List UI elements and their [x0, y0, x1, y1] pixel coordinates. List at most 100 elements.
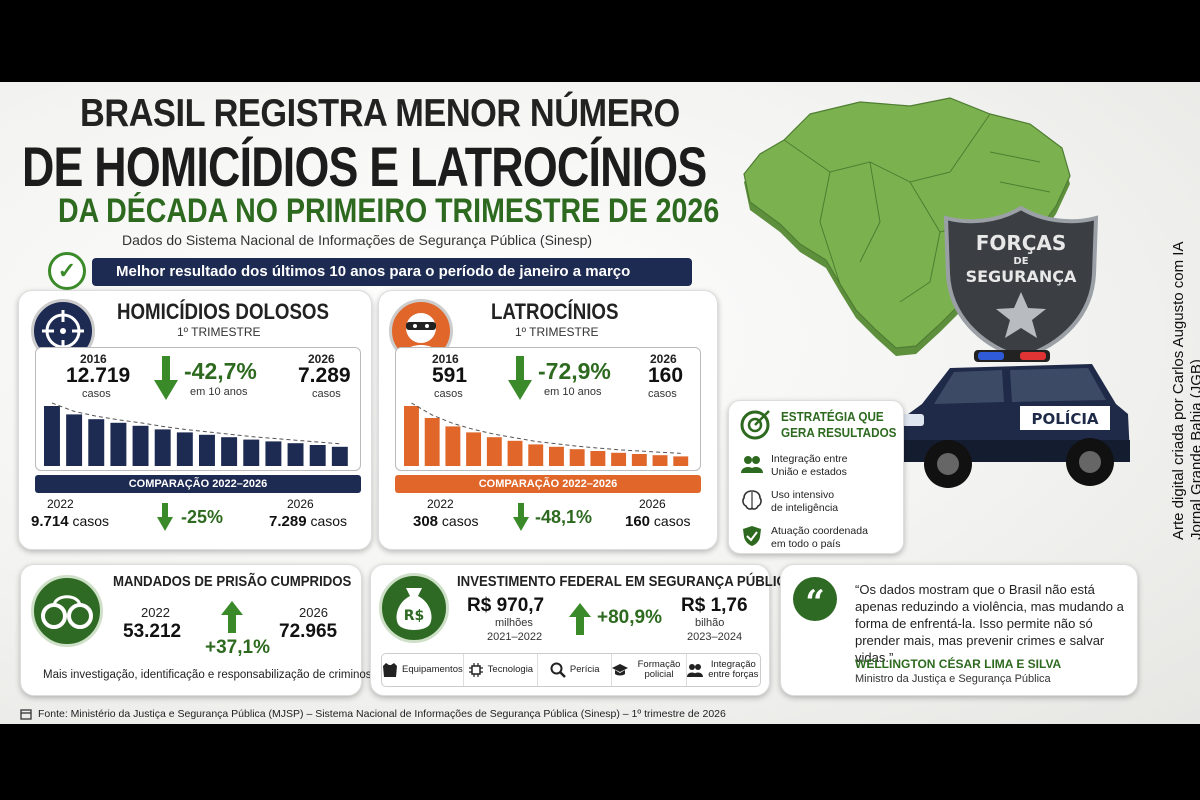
- source-note: Fonte: Ministério da Justiça e Segurança…: [38, 708, 726, 720]
- trend-bar: [466, 432, 482, 466]
- credit-line1: Arte digital criada por Carlos Augusto c…: [1170, 241, 1187, 540]
- latrocinios-period: 1º TRIMESTRE: [515, 325, 599, 339]
- homicidios-value-start: 12.719: [66, 364, 131, 387]
- police-badge-illustration: FORÇAS DE SEGURANÇA: [943, 205, 1099, 361]
- trend-line: [411, 402, 681, 454]
- investimento-unit-b: bilhão: [695, 617, 725, 629]
- trend-bar: [331, 446, 348, 466]
- title-line1: BRASIL REGISTRA MENOR NÚMERO: [80, 92, 680, 135]
- calendar-icon: [20, 709, 32, 720]
- homicidios-cmp-change: -25%: [181, 507, 224, 527]
- arrow-down-icon: [157, 503, 173, 531]
- mandados-change: +37,1%: [205, 637, 270, 658]
- trend-bar: [44, 406, 60, 466]
- trend-bar: [110, 422, 127, 466]
- homicidios-period: 1º TRIMESTRE: [177, 325, 261, 339]
- trend-bar: [549, 446, 564, 466]
- homicidios-cmp-unit-b: casos: [310, 513, 348, 529]
- investimento-item: Equipamentos: [382, 654, 464, 686]
- trend-bar: [652, 455, 668, 466]
- title-line3: DA DÉCADA NO PRIMEIRO TRIMESTRE DE 2026: [58, 192, 720, 230]
- investimento-item: Integração entre forças: [686, 654, 760, 686]
- quote-text: “Os dados mostram que o Brasil não está …: [855, 582, 1124, 665]
- latrocinios-chart-panel: 2016 591 casos -72,9% em 10 anos 2026 16…: [395, 347, 701, 471]
- trend-bar: [265, 441, 282, 466]
- investimento-item-label: Tecnologia: [487, 664, 534, 675]
- estrategia-title-line1: ESTRATÉGIA QUE: [781, 409, 884, 424]
- homicidios-unit-end: casos: [312, 388, 341, 400]
- trend-bar: [569, 449, 585, 466]
- infographic: FORÇAS DE SEGURANÇA POLÍCIA BRASIL REGIS…: [0, 82, 1200, 724]
- trend-bar: [486, 437, 502, 466]
- homicidios-change-note: em 10 anos: [190, 386, 248, 398]
- latrocinios-cmp-b: 160 casos: [625, 513, 691, 530]
- investimento-item-label: Equipamentos: [402, 664, 463, 675]
- latrocinios-cmp-value-a: 308: [413, 513, 439, 530]
- people-icon: [741, 456, 763, 473]
- target-arrow-icon: [740, 410, 770, 440]
- latrocinios-change: -72,9%: [538, 358, 611, 384]
- mandados-year-a: 2022: [141, 605, 170, 620]
- homicidios-value-end: 7.289: [298, 364, 351, 387]
- latrocinios-value-start: 591: [432, 364, 468, 387]
- quote-card: “ “Os dados mostram que o Brasil não est…: [780, 564, 1138, 696]
- highlight-ribbon: Melhor resultado dos últimos 10 anos par…: [92, 258, 692, 286]
- homicidios-year-end: 2026: [308, 352, 335, 366]
- trend-bar: [66, 414, 83, 466]
- mandados-note: Mais investigação, identificação e respo…: [43, 669, 387, 681]
- homicidios-cmp-a: 9.714 casos: [31, 513, 109, 530]
- mandados-year-b: 2026: [299, 605, 328, 620]
- estrategia-item-line2: de inteligência: [771, 502, 839, 514]
- arrow-down-icon: [154, 356, 178, 400]
- arrow-up-icon: [569, 603, 591, 635]
- investimento-value-b: R$ 1,76: [681, 595, 748, 616]
- trend-bar: [404, 406, 419, 466]
- quote-role: Ministro da Justiça e Segurança Pública: [855, 673, 1051, 685]
- quote-author: WELLINGTON CÉSAR LIMA E SILVA: [855, 657, 1062, 671]
- estrategia-item-line2: União e estados: [771, 466, 847, 478]
- investimento-unit-a: milhões: [495, 617, 533, 629]
- homicidios-cmp-value-a: 9.714: [31, 513, 69, 530]
- arrow-up-icon: [221, 601, 243, 633]
- trend-bar: [590, 451, 606, 466]
- latrocinios-cmp-year-a: 2022: [427, 497, 454, 511]
- latrocinios-unit-start: casos: [434, 388, 463, 400]
- homicidios-title: HOMICÍDIOS DOLOSOS: [117, 299, 329, 324]
- latrocinios-cmp-unit-a: casos: [441, 513, 479, 529]
- investimento-change: +80,9%: [597, 607, 662, 628]
- money-bag-icon: R$: [379, 573, 449, 643]
- trend-bar: [88, 419, 105, 466]
- estrategia-item-text: Integração entre União e estados: [771, 453, 847, 479]
- homicidios-comparison-label: COMPARAÇÃO 2022–2026: [35, 475, 361, 493]
- mandados-card: MANDADOS DE PRISÃO CUMPRIDOS 2022 53.212…: [20, 564, 387, 696]
- trend-bar: [199, 434, 215, 466]
- shield-check-icon: [743, 526, 761, 546]
- latrocinios-value-end: 160: [648, 364, 684, 387]
- vest-icon: [383, 663, 397, 677]
- estrategia-item-line1: Integração entre: [771, 453, 848, 465]
- badge-line2: DE: [1013, 256, 1028, 267]
- title-line2: DE HOMICÍDIOS E LATROCÍNIOS: [22, 135, 707, 198]
- homicidios-cmp-unit-a: casos: [72, 513, 110, 529]
- estrategia-title-line2: GERA RESULTADOS: [781, 425, 897, 440]
- money-bag-label: R$: [404, 608, 425, 624]
- investimento-item-label: Formação policial: [637, 659, 681, 680]
- homicidios-card: HOMICÍDIOS DOLOSOS 1º TRIMESTRE 2016 12.…: [18, 290, 372, 550]
- trend-bar: [176, 432, 193, 466]
- trend-bar: [221, 437, 238, 466]
- homicidios-cmp-b: 7.289 casos: [269, 513, 347, 530]
- trend-bar: [287, 443, 304, 466]
- trend-bar: [154, 429, 171, 466]
- magnifier-icon: [550, 662, 566, 678]
- estrategia-title: ESTRATÉGIA QUE GERA RESULTADOS: [781, 409, 896, 441]
- mandados-value-a: 53.212: [123, 621, 182, 642]
- arrow-down-icon: [508, 356, 532, 400]
- badge-line1: FORÇAS: [976, 231, 1067, 255]
- investimento-item-label: Integração entre forças: [708, 659, 759, 680]
- people-icon: [686, 664, 703, 677]
- latrocinios-year-end: 2026: [650, 352, 677, 366]
- star-icon: [996, 292, 1046, 338]
- homicidios-bars: [44, 402, 348, 466]
- estrategia-item-line1: Uso intensivo: [771, 489, 835, 501]
- subtitle: Dados do Sistema Nacional de Informações…: [122, 232, 593, 248]
